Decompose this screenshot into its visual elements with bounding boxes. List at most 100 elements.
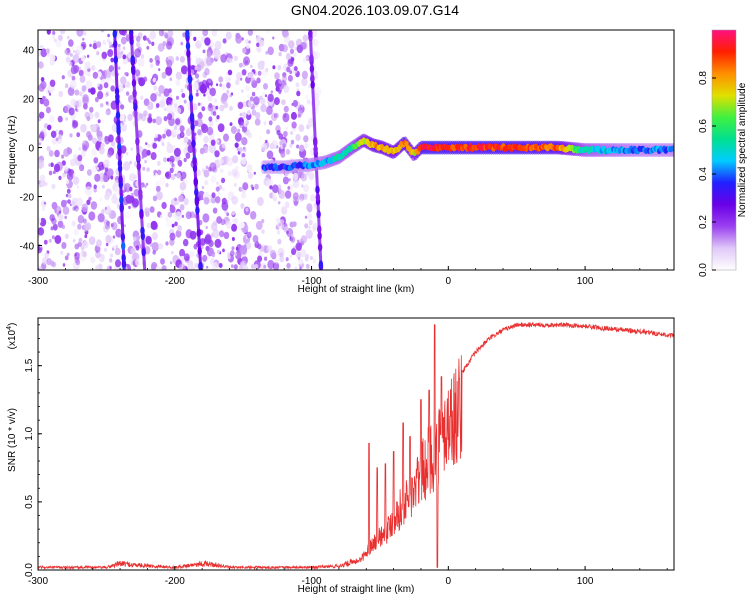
noise-speckle bbox=[206, 51, 211, 58]
streak-blob bbox=[196, 229, 201, 238]
noise-speckle bbox=[109, 253, 114, 258]
noise-speckle bbox=[278, 52, 282, 57]
noise-speckle bbox=[302, 34, 309, 42]
noise-speckle bbox=[312, 223, 319, 231]
noise-speckle bbox=[282, 143, 286, 148]
noise-speckle bbox=[163, 157, 167, 163]
noise-speckle bbox=[95, 251, 101, 259]
noise-speckle bbox=[115, 259, 121, 268]
noise-speckle bbox=[255, 240, 259, 245]
noise-speckle bbox=[267, 93, 274, 103]
noise-speckle bbox=[155, 103, 160, 108]
noise-speckle bbox=[114, 247, 121, 256]
noise-speckle bbox=[293, 200, 299, 207]
noise-speckle bbox=[263, 264, 267, 269]
noise-speckle bbox=[265, 51, 269, 55]
noise-speckle bbox=[296, 251, 302, 259]
noise-speckle bbox=[129, 160, 132, 165]
streak-blob bbox=[120, 233, 126, 242]
noise-speckle bbox=[267, 46, 274, 56]
noise-speckle bbox=[254, 263, 259, 270]
noise-speckle bbox=[59, 210, 62, 214]
noise-speckle bbox=[51, 183, 56, 190]
noise-speckle bbox=[93, 184, 97, 190]
noise-speckle bbox=[159, 177, 166, 186]
noise-speckle bbox=[151, 242, 159, 252]
noise-speckle bbox=[224, 76, 231, 84]
noise-speckle bbox=[204, 67, 210, 76]
noise-speckle bbox=[166, 59, 173, 68]
noise-speckle bbox=[54, 209, 57, 213]
noise-speckle bbox=[135, 245, 140, 251]
streak-blob bbox=[119, 204, 124, 213]
noise-speckle bbox=[163, 107, 167, 112]
noise-speckle bbox=[286, 52, 291, 59]
noise-speckle bbox=[112, 235, 116, 239]
noise-speckle bbox=[162, 133, 166, 139]
streak-blob bbox=[194, 188, 199, 197]
noise-speckle bbox=[257, 60, 265, 70]
noise-speckle bbox=[197, 112, 203, 120]
noise-speckle bbox=[268, 181, 271, 185]
noise-speckle bbox=[107, 134, 114, 143]
colorbar-tick-label: 0.4 bbox=[698, 167, 709, 181]
noise-speckle bbox=[46, 146, 51, 152]
noise-speckle bbox=[211, 196, 216, 204]
noise-speckle bbox=[55, 137, 59, 142]
noise-speckle bbox=[61, 242, 67, 249]
noise-speckle bbox=[189, 251, 195, 258]
noise-speckle bbox=[97, 136, 102, 141]
noise-speckle bbox=[52, 30, 56, 36]
noise-speckle bbox=[67, 86, 75, 96]
noise-speckle bbox=[240, 121, 244, 127]
colorbar-frame bbox=[711, 29, 737, 271]
noise-speckle bbox=[90, 124, 97, 133]
noise-speckle bbox=[99, 197, 103, 202]
streak-blob bbox=[135, 137, 140, 146]
noise-speckle bbox=[292, 179, 300, 189]
noise-speckle bbox=[218, 158, 224, 166]
noise-speckle bbox=[179, 125, 185, 133]
noise-speckle bbox=[213, 98, 218, 104]
noise-speckle bbox=[66, 35, 70, 40]
noise-speckle bbox=[105, 234, 112, 244]
noise-speckle bbox=[257, 70, 262, 76]
noise-speckle bbox=[118, 30, 126, 36]
noise-speckle bbox=[148, 40, 152, 45]
noise-speckle bbox=[125, 194, 133, 204]
noise-speckle bbox=[93, 157, 99, 164]
noise-speckle bbox=[48, 163, 51, 167]
noise-speckle bbox=[231, 246, 235, 251]
x-tick-label: -100 bbox=[302, 276, 322, 287]
noise-speckle bbox=[63, 148, 70, 157]
noise-speckle bbox=[91, 65, 96, 71]
noise-speckle bbox=[120, 123, 127, 132]
noise-speckle bbox=[120, 104, 125, 110]
noise-speckle bbox=[169, 161, 173, 166]
noise-speckle bbox=[68, 194, 72, 199]
noise-speckle bbox=[73, 64, 80, 74]
noise-speckle bbox=[217, 191, 221, 196]
noise-speckle bbox=[111, 195, 118, 204]
noise-speckle bbox=[86, 169, 92, 176]
noise-speckle bbox=[124, 72, 128, 76]
noise-speckle bbox=[204, 180, 209, 186]
chart-title: GN04.2026.103.09.07.G14 bbox=[290, 2, 460, 18]
noise-speckle bbox=[81, 85, 87, 92]
noise-speckle bbox=[146, 222, 151, 229]
noise-speckle bbox=[93, 187, 97, 193]
noise-speckle bbox=[155, 60, 160, 66]
noise-speckle bbox=[130, 147, 134, 152]
x-tick-label: 0 bbox=[446, 276, 452, 287]
streak-blob bbox=[192, 157, 197, 166]
noise-speckle bbox=[109, 266, 112, 270]
noise-speckle bbox=[185, 152, 191, 159]
noise-speckle bbox=[158, 93, 162, 97]
noise-speckle bbox=[127, 113, 133, 122]
noise-speckle bbox=[108, 41, 112, 46]
streak-blob bbox=[187, 75, 193, 84]
streak-blob bbox=[185, 42, 191, 51]
noise-speckle bbox=[80, 211, 83, 215]
streak-blob bbox=[138, 188, 143, 197]
